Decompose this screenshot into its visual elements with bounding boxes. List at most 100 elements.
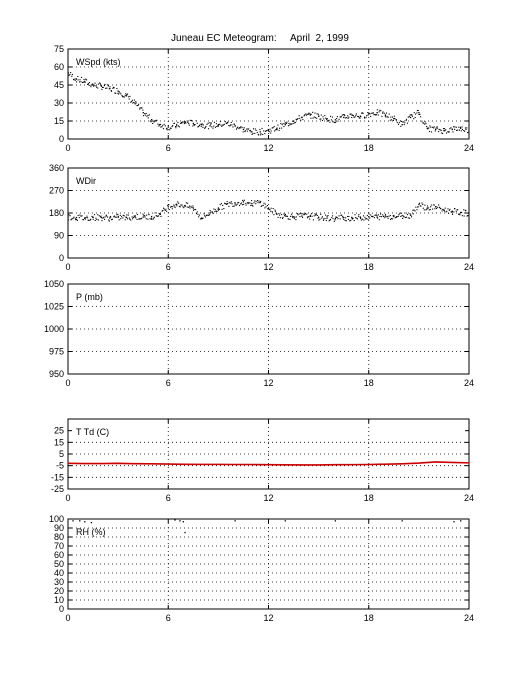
wind-speed-observation-dot	[117, 92, 119, 94]
wind-speed-observation-dot	[286, 121, 288, 123]
wind-speed-observation-dot	[388, 113, 390, 115]
wind-speed-observation-dot	[95, 85, 97, 87]
wind-direction-observation-dot	[347, 215, 349, 218]
wind-speed-observation-dot	[464, 127, 467, 129]
wind-direction-observation-dot	[361, 218, 363, 220]
pressure-x-tick-label: 18	[364, 378, 374, 388]
wind-speed-observation-dot	[273, 125, 275, 128]
wind-direction-observation-dot	[190, 205, 192, 207]
wind-direction-observation-dot	[158, 212, 160, 215]
wind-speed-observation-dot	[203, 127, 206, 129]
wind-speed-observation-dot	[373, 114, 375, 116]
wind-speed-data-point	[251, 131, 253, 133]
wind-direction-observation-dot	[398, 214, 400, 216]
wind-direction-observation-dot	[116, 214, 118, 216]
wind-speed-observation-dot	[320, 114, 322, 116]
wind-speed-observation-dot	[299, 117, 301, 119]
wind-speed-observation-dot	[160, 126, 162, 128]
wind-speed-observation-dot	[350, 113, 352, 115]
humidity-data-point	[184, 531, 186, 534]
wind-direction-observation-dot	[260, 205, 262, 207]
wind-speed-observation-dot	[451, 128, 453, 130]
wind-speed-observation-dot	[424, 121, 426, 123]
humidity-data	[72, 519, 462, 534]
wind-speed-observation-dot	[127, 93, 129, 95]
wind-direction-observation-dot	[111, 218, 113, 220]
wind-direction-observation-dot	[174, 207, 176, 209]
wind-direction-observation-dot	[129, 218, 131, 220]
wind-direction-observation-dot	[354, 214, 356, 216]
wind-speed-observation-dot	[374, 113, 376, 116]
wind-speed-observation-dot	[328, 119, 330, 121]
wind-direction-observation-dot	[75, 219, 77, 221]
wind-direction-observation-dot	[211, 211, 213, 213]
wind-speed-observation-dot	[452, 126, 455, 128]
wind-direction-observation-dot	[338, 215, 340, 217]
wind-speed-observation-dot	[235, 128, 238, 130]
wind-direction-observation-dot	[223, 207, 225, 210]
wind-speed-observation-dot	[310, 117, 312, 119]
wind-speed-observation-dot	[250, 131, 252, 133]
wind-direction-observation-dot	[467, 214, 469, 217]
wind-speed-observation-dot	[454, 126, 456, 128]
wind-speed-data-point	[334, 119, 337, 121]
wind-direction-observation-dot	[298, 213, 300, 215]
wind-direction-observation-dot	[125, 216, 127, 218]
wind-direction-data-point	[267, 207, 270, 209]
wind-direction-observation-dot	[221, 208, 223, 210]
wind-speed-observation-dot	[104, 83, 106, 85]
wind-speed-observation-dot	[414, 116, 416, 119]
wind-speed-observation-dot	[147, 114, 149, 116]
wind-speed-observation-dot	[369, 113, 371, 115]
wind-direction-y-tick-label: 90	[54, 231, 64, 241]
temperature-x-tick-label: 24	[464, 493, 474, 503]
humidity-y-tick-label: 50	[54, 559, 64, 569]
wind-speed-observation-dot	[88, 81, 90, 84]
wind-speed-observation-dot	[349, 113, 351, 115]
wind-direction-observation-dot	[215, 210, 217, 212]
wind-speed-observation-dot	[278, 129, 280, 131]
wind-direction-observation-dot	[92, 216, 94, 218]
wind-direction-observation-dot	[357, 215, 360, 217]
wind-direction-observation-dot	[207, 214, 209, 216]
wind-direction-observation-dot	[416, 209, 418, 211]
wind-speed-observation-dot	[166, 127, 168, 129]
wind-direction-observation-dot	[427, 205, 429, 207]
wind-speed-data-point	[343, 116, 345, 119]
temperature-series-line	[68, 461, 469, 466]
wind-direction-observation-dot	[251, 204, 253, 207]
wind-direction-observation-dot	[224, 203, 226, 205]
wind-speed-observation-dot	[377, 114, 379, 116]
wind-speed-observation-dot	[201, 123, 203, 125]
wind-direction-observation-dot	[183, 205, 185, 207]
pressure-panel-label: P (mb)	[76, 292, 103, 302]
wind-direction-data-point	[418, 203, 420, 205]
wind-speed-observation-dot	[357, 115, 360, 118]
wind-direction-observation-dot	[410, 216, 413, 218]
wind-direction-observation-dot	[316, 214, 318, 217]
wind-speed-observation-dot	[159, 123, 162, 125]
wind-speed-observation-dot	[110, 90, 113, 92]
wind-speed-observation-dot	[131, 99, 133, 101]
wind-speed-observation-dot	[75, 81, 78, 83]
wind-direction-observation-dot	[262, 204, 264, 206]
wind-speed-observation-dot	[94, 82, 96, 84]
wind-speed-observation-dot	[68, 74, 70, 76]
wind-direction-observation-dot	[382, 214, 384, 216]
wind-direction-observation-dot	[156, 215, 158, 217]
wind-direction-observation-dot	[144, 215, 146, 217]
wind-speed-observation-dot	[405, 120, 407, 122]
wind-direction-observation-dot	[212, 212, 214, 214]
wind-direction-observation-dot	[304, 212, 306, 215]
wind-speed-observation-dot	[438, 131, 440, 133]
humidity-x-tick-label: 18	[364, 613, 374, 623]
wind-direction-observation-dot	[157, 215, 159, 217]
wind-direction-observation-dot	[426, 208, 428, 210]
wind-speed-data-point	[92, 84, 94, 86]
wind-direction-observation-dot	[309, 214, 312, 216]
wind-speed-observation-dot	[398, 122, 400, 124]
wind-direction-observation-dot	[181, 204, 183, 206]
wind-direction-observation-dot	[370, 214, 372, 216]
wind-direction-data-point	[368, 216, 370, 218]
